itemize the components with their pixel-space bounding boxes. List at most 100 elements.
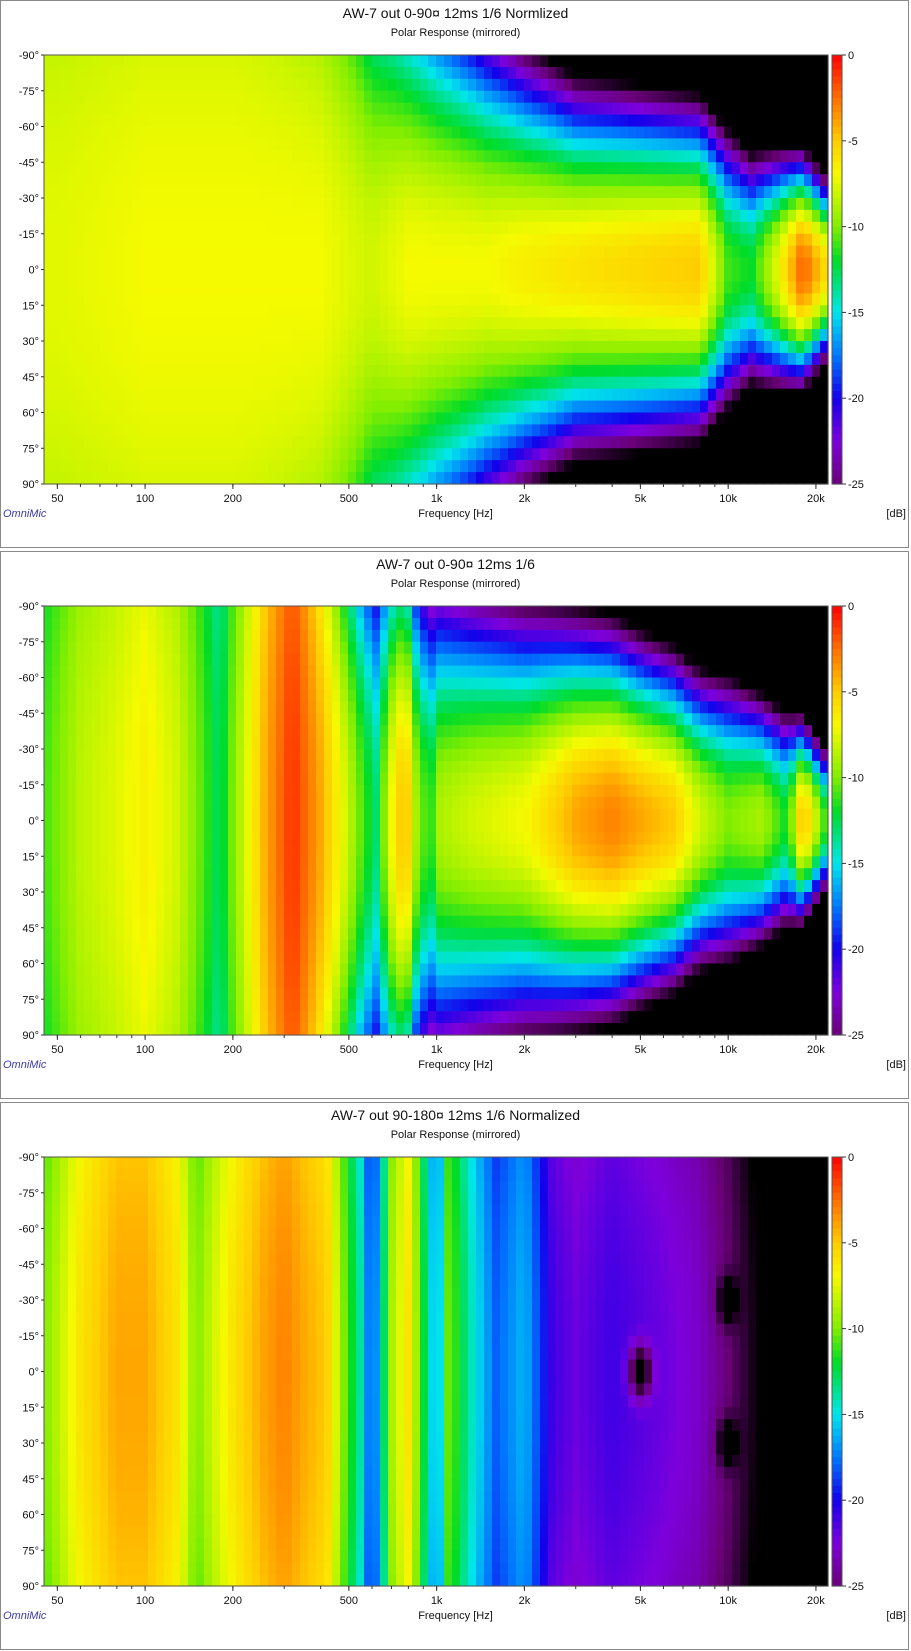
heatmap-cell	[780, 281, 789, 294]
heatmap-cell	[348, 55, 357, 68]
colorbar-segment	[832, 155, 842, 163]
heatmap-cell	[68, 270, 77, 283]
heatmap-cell	[740, 365, 749, 378]
heatmap-cell	[180, 999, 189, 1012]
heatmap-cell	[452, 79, 461, 92]
heatmap-cell	[644, 413, 653, 426]
heatmap-cell	[620, 305, 629, 318]
heatmap-cell	[68, 222, 77, 235]
heatmap-cell	[308, 103, 317, 116]
heatmap-cell	[340, 270, 349, 283]
heatmap-cell	[428, 246, 437, 259]
heatmap-cell	[268, 341, 277, 354]
heatmap-cell	[756, 127, 765, 140]
heatmap-cell	[52, 761, 61, 774]
heatmap-cell	[356, 305, 365, 318]
heatmap-cell	[364, 389, 373, 402]
heatmap-cell	[556, 103, 565, 116]
heatmap-cell	[572, 246, 581, 259]
heatmap-cell	[292, 305, 301, 318]
heatmap-cell	[684, 436, 693, 449]
heatmap-cell	[148, 785, 157, 798]
heatmap-cell	[260, 749, 269, 762]
heatmap-cell	[764, 210, 773, 223]
heatmap-cell	[172, 401, 181, 414]
heatmap-cell	[780, 91, 789, 104]
heatmap-cell	[204, 761, 213, 774]
heatmap-cell	[172, 1023, 181, 1036]
heatmap-cell	[692, 150, 701, 163]
heatmap-cell	[644, 67, 653, 80]
heatmap-cell	[260, 642, 269, 655]
heatmap-cell	[92, 821, 101, 834]
heatmap-cell	[132, 341, 141, 354]
heatmap-cell	[108, 424, 117, 437]
heatmap-cell	[316, 713, 325, 726]
heatmap-cell	[212, 713, 221, 726]
heatmap-cell	[364, 329, 373, 342]
heatmap-cell	[292, 353, 301, 366]
heatmap-cell	[44, 904, 53, 917]
heatmap-cell	[412, 293, 421, 306]
heatmap-cell	[436, 353, 445, 366]
heatmap-cell	[500, 353, 509, 366]
heatmap-cell	[524, 210, 533, 223]
heatmap-cell	[588, 413, 597, 426]
heatmap-cell	[284, 365, 293, 378]
heatmap-cell	[220, 1023, 229, 1036]
heatmap-cell	[132, 67, 141, 80]
heatmap-cell	[276, 701, 285, 714]
heatmap-cell	[108, 305, 117, 318]
heatmap-cell	[164, 246, 173, 259]
heatmap-cell	[292, 975, 301, 988]
heatmap-cell	[572, 138, 581, 151]
heatmap-cell	[228, 127, 237, 140]
heatmap-cell	[508, 281, 517, 294]
heatmap-cell	[596, 67, 605, 80]
heatmap-cell	[252, 91, 261, 104]
heatmap-cell	[212, 832, 221, 845]
heatmap-cell	[516, 353, 525, 366]
heatmap-cell	[572, 234, 581, 247]
heatmap-cell	[188, 377, 197, 390]
heatmap-cell	[508, 401, 517, 414]
heatmap-cell	[124, 678, 133, 691]
heatmap-cell	[148, 940, 157, 953]
heatmap-cell	[212, 868, 221, 881]
heatmap-cell	[684, 91, 693, 104]
heatmap-cell	[164, 606, 173, 619]
heatmap-cell	[548, 246, 557, 259]
heatmap-cell	[708, 210, 717, 223]
heatmap-cell	[180, 821, 189, 834]
heatmap-cell	[292, 952, 301, 965]
heatmap-cell	[220, 773, 229, 786]
heatmap-cell	[692, 341, 701, 354]
heatmap-cell	[140, 868, 149, 881]
heatmap-cell	[436, 150, 445, 163]
heatmap-cell	[612, 448, 621, 461]
heatmap-cell	[644, 138, 653, 151]
heatmap-cell	[620, 186, 629, 199]
heatmap-cell	[612, 162, 621, 175]
heatmap-cell	[212, 797, 221, 810]
heatmap-cell	[236, 246, 245, 259]
heatmap-cell	[76, 666, 85, 679]
heatmap-cell	[444, 210, 453, 223]
heatmap-cell	[244, 341, 253, 354]
heatmap-cell	[508, 270, 517, 283]
heatmap-cell	[500, 103, 509, 116]
heatmap-cell	[332, 642, 341, 655]
heatmap-cell	[44, 246, 53, 259]
heatmap-cell	[60, 713, 69, 726]
heatmap-cell	[60, 785, 69, 798]
heatmap-cell	[428, 472, 437, 485]
heatmap-cell	[116, 281, 125, 294]
heatmap-cell	[164, 832, 173, 845]
heatmap-cell	[252, 832, 261, 845]
heatmap-cell	[516, 365, 525, 378]
heatmap-cell	[684, 115, 693, 128]
heatmap-cell	[556, 317, 565, 330]
heatmap-cell	[164, 880, 173, 893]
heatmap-cell	[788, 115, 797, 128]
heatmap-cell	[140, 713, 149, 726]
